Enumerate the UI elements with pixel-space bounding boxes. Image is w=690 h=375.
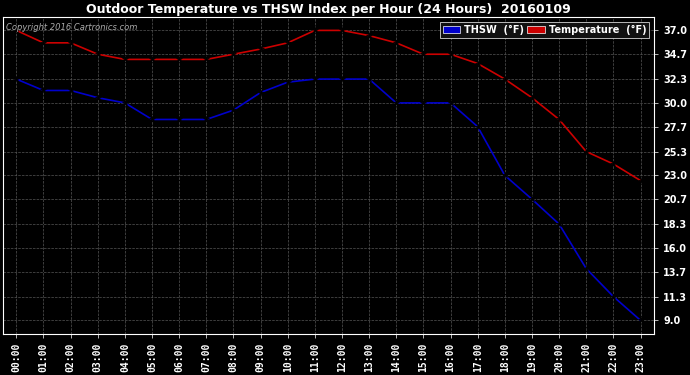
Text: Copyright 2016 Cartronics.com: Copyright 2016 Cartronics.com: [6, 23, 137, 32]
Title: Outdoor Temperature vs THSW Index per Hour (24 Hours)  20160109: Outdoor Temperature vs THSW Index per Ho…: [86, 3, 571, 16]
Legend: THSW  (°F), Temperature  (°F): THSW (°F), Temperature (°F): [440, 22, 649, 38]
